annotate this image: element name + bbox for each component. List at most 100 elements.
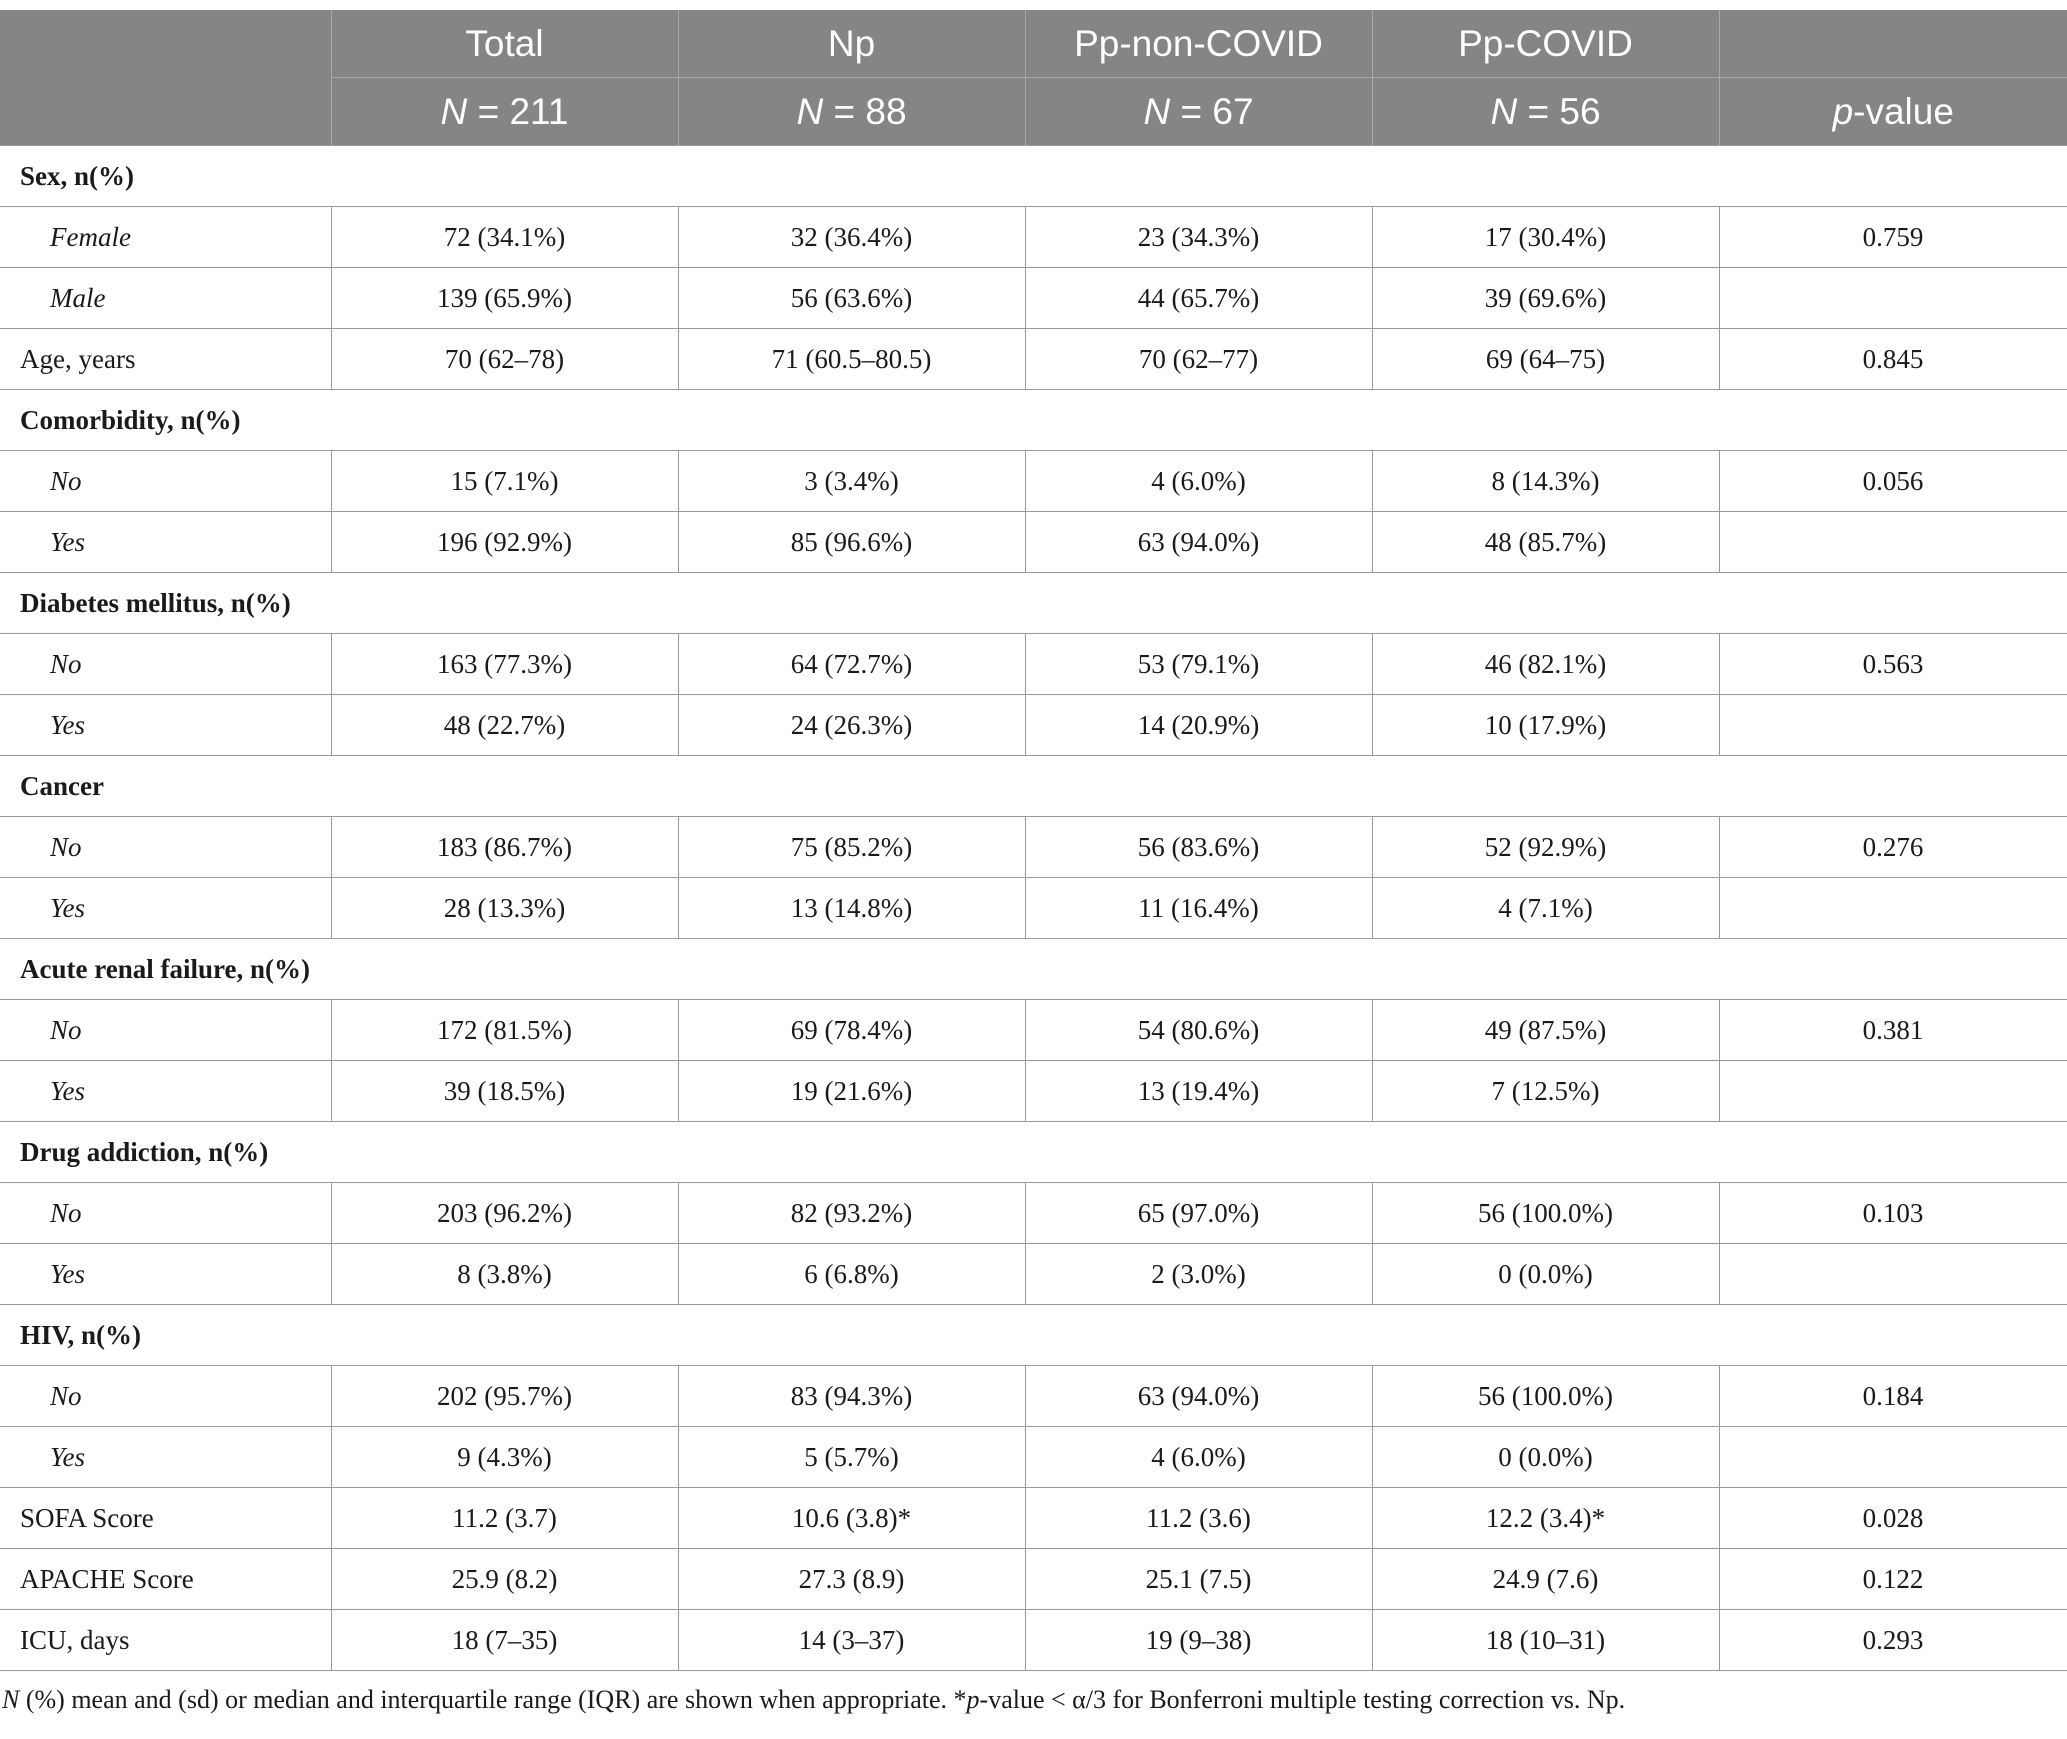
cell-np: 85 (96.6%) xyxy=(677,511,1026,573)
n-np-value: = 88 xyxy=(833,90,907,132)
cell-pvalue: 0.028 xyxy=(1718,1487,2067,1549)
footnote-n: N xyxy=(2,1685,20,1714)
cell-pp-covid: 4 (7.1%) xyxy=(1371,877,1720,939)
table-body: Sex, n(%) Female 72 (34.1%) 32 (36.4%) 23 (3… xyxy=(0,145,2067,1671)
header-pvalue-top xyxy=(1719,10,2067,78)
n-label: N xyxy=(1143,90,1171,132)
subcategory-row: No 172 (81.5%) 69 (78.4%) 54 (80.6%) 49 (87.… xyxy=(0,999,2067,1061)
section-label: Cancer xyxy=(0,755,2067,817)
cell-total: 70 (62–78) xyxy=(330,328,679,390)
cell-total: 25.9 (8.2) xyxy=(330,1548,679,1610)
header-total: Total xyxy=(331,10,679,78)
cell-pvalue xyxy=(1718,1426,2067,1488)
cell-pvalue: 0.122 xyxy=(1718,1548,2067,1610)
cell-pp-non-covid: 19 (9–38) xyxy=(1024,1609,1373,1671)
cell-np: 82 (93.2%) xyxy=(677,1182,1026,1244)
row-label: No xyxy=(0,633,332,695)
cell-pp-covid: 0 (0.0%) xyxy=(1371,1426,1720,1488)
header-n-pp-non-covid: N = 67 xyxy=(1025,77,1373,146)
cell-np: 75 (85.2%) xyxy=(677,816,1026,878)
n-label: N xyxy=(440,90,468,132)
header-n-pp-covid: N = 56 xyxy=(1372,77,1720,146)
cell-pvalue: 0.056 xyxy=(1718,450,2067,512)
header-n-total: N = 211 xyxy=(331,77,679,146)
footnote-part2: -value < α/3 for Bonferroni multiple tes… xyxy=(979,1685,1626,1714)
cell-pvalue xyxy=(1718,694,2067,756)
section-row: HIV, n(%) xyxy=(0,1304,2067,1366)
cell-np: 5 (5.7%) xyxy=(677,1426,1026,1488)
cell-pp-non-covid: 63 (94.0%) xyxy=(1024,1365,1373,1427)
cell-pvalue xyxy=(1718,877,2067,939)
cell-pvalue: 0.759 xyxy=(1718,206,2067,268)
cell-np: 3 (3.4%) xyxy=(677,450,1026,512)
section-label: Diabetes mellitus, n(%) xyxy=(0,572,2067,634)
subcategory-row: No 183 (86.7%) 75 (85.2%) 56 (83.6%) 52 (92.… xyxy=(0,816,2067,878)
cell-pvalue xyxy=(1718,511,2067,573)
section-row: Acute renal failure, n(%) xyxy=(0,938,2067,1000)
cell-total: 163 (77.3%) xyxy=(330,633,679,695)
cell-np: 71 (60.5–80.5) xyxy=(677,328,1026,390)
cell-total: 9 (4.3%) xyxy=(330,1426,679,1488)
cell-pp-covid: 46 (82.1%) xyxy=(1371,633,1720,695)
row-label: APACHE Score xyxy=(0,1548,332,1610)
header-row-counts: N = 211 N = 88 N = 67 N = 56 p-value xyxy=(0,77,2067,146)
section-row: Diabetes mellitus, n(%) xyxy=(0,572,2067,634)
subcategory-row: Yes 48 (22.7%) 24 (26.3%) 14 (20.9%) 10 (17.… xyxy=(0,694,2067,756)
row-label: ICU, days xyxy=(0,1609,332,1671)
row-label: Yes xyxy=(0,694,332,756)
subcategory-row: No 15 (7.1%) 3 (3.4%) 4 (6.0%) 8 (14.3%) 0.05… xyxy=(0,450,2067,512)
cell-pp-covid: 49 (87.5%) xyxy=(1371,999,1720,1061)
variable-row: SOFA Score 11.2 (3.7) 10.6 (3.8)* 11.2 (3.6… xyxy=(0,1487,2067,1549)
row-label: No xyxy=(0,999,332,1061)
cell-np: 56 (63.6%) xyxy=(677,267,1026,329)
subcategory-row: Yes 39 (18.5%) 19 (21.6%) 13 (19.4%) 7 (12.5… xyxy=(0,1060,2067,1122)
cell-np: 69 (78.4%) xyxy=(677,999,1026,1061)
cell-pp-non-covid: 63 (94.0%) xyxy=(1024,511,1373,573)
cell-pvalue xyxy=(1718,1243,2067,1305)
cell-pp-non-covid: 11.2 (3.6) xyxy=(1024,1487,1373,1549)
subcategory-row: Yes 9 (4.3%) 5 (5.7%) 4 (6.0%) 0 (0.0%) xyxy=(0,1426,2067,1488)
cell-pp-non-covid: 14 (20.9%) xyxy=(1024,694,1373,756)
header-row-groups: Total Np Pp-non-COVID Pp-COVID xyxy=(0,10,2067,78)
header-empty-cell-2 xyxy=(0,77,332,146)
cell-total: 11.2 (3.7) xyxy=(330,1487,679,1549)
cell-pvalue: 0.103 xyxy=(1718,1182,2067,1244)
row-label: No xyxy=(0,450,332,512)
header-np: Np xyxy=(678,10,1026,78)
row-label: Male xyxy=(0,267,332,329)
header-pvalue: p-value xyxy=(1719,77,2067,146)
n-pp-covid-value: = 56 xyxy=(1527,90,1601,132)
patient-characteristics-table: Total Np Pp-non-COVID Pp-COVID N = 211 N… xyxy=(0,10,2067,1671)
cell-pp-covid: 7 (12.5%) xyxy=(1371,1060,1720,1122)
cell-np: 83 (94.3%) xyxy=(677,1365,1026,1427)
cell-pp-non-covid: 2 (3.0%) xyxy=(1024,1243,1373,1305)
cell-total: 72 (34.1%) xyxy=(330,206,679,268)
cell-pvalue: 0.381 xyxy=(1718,999,2067,1061)
cell-pvalue xyxy=(1718,1060,2067,1122)
variable-row: Age, years 70 (62–78) 71 (60.5–80.5) 70 (62… xyxy=(0,328,2067,390)
subcategory-row: Male 139 (65.9%) 56 (63.6%) 44 (65.7%) 39 (6… xyxy=(0,267,2067,329)
pvalue-p: p xyxy=(1832,90,1854,132)
row-label: No xyxy=(0,816,332,878)
cell-total: 8 (3.8%) xyxy=(330,1243,679,1305)
variable-row: ICU, days 18 (7–35) 14 (3–37) 19 (9–38) 18 (… xyxy=(0,1609,2067,1671)
cell-total: 139 (65.9%) xyxy=(330,267,679,329)
row-label: Female xyxy=(0,206,332,268)
subcategory-row: No 203 (96.2%) 82 (93.2%) 65 (97.0%) 56 (100… xyxy=(0,1182,2067,1244)
cell-pp-covid: 8 (14.3%) xyxy=(1371,450,1720,512)
cell-total: 15 (7.1%) xyxy=(330,450,679,512)
row-label: SOFA Score xyxy=(0,1487,332,1549)
section-row: Drug addiction, n(%) xyxy=(0,1121,2067,1183)
section-row: Cancer xyxy=(0,755,2067,817)
cell-pp-non-covid: 44 (65.7%) xyxy=(1024,267,1373,329)
cell-total: 48 (22.7%) xyxy=(330,694,679,756)
row-label: Yes xyxy=(0,877,332,939)
cell-pp-covid: 69 (64–75) xyxy=(1371,328,1720,390)
cell-pp-covid: 17 (30.4%) xyxy=(1371,206,1720,268)
section-label: HIV, n(%) xyxy=(0,1304,2067,1366)
cell-total: 172 (81.5%) xyxy=(330,999,679,1061)
cell-np: 14 (3–37) xyxy=(677,1609,1026,1671)
cell-total: 202 (95.7%) xyxy=(330,1365,679,1427)
cell-np: 32 (36.4%) xyxy=(677,206,1026,268)
cell-total: 203 (96.2%) xyxy=(330,1182,679,1244)
